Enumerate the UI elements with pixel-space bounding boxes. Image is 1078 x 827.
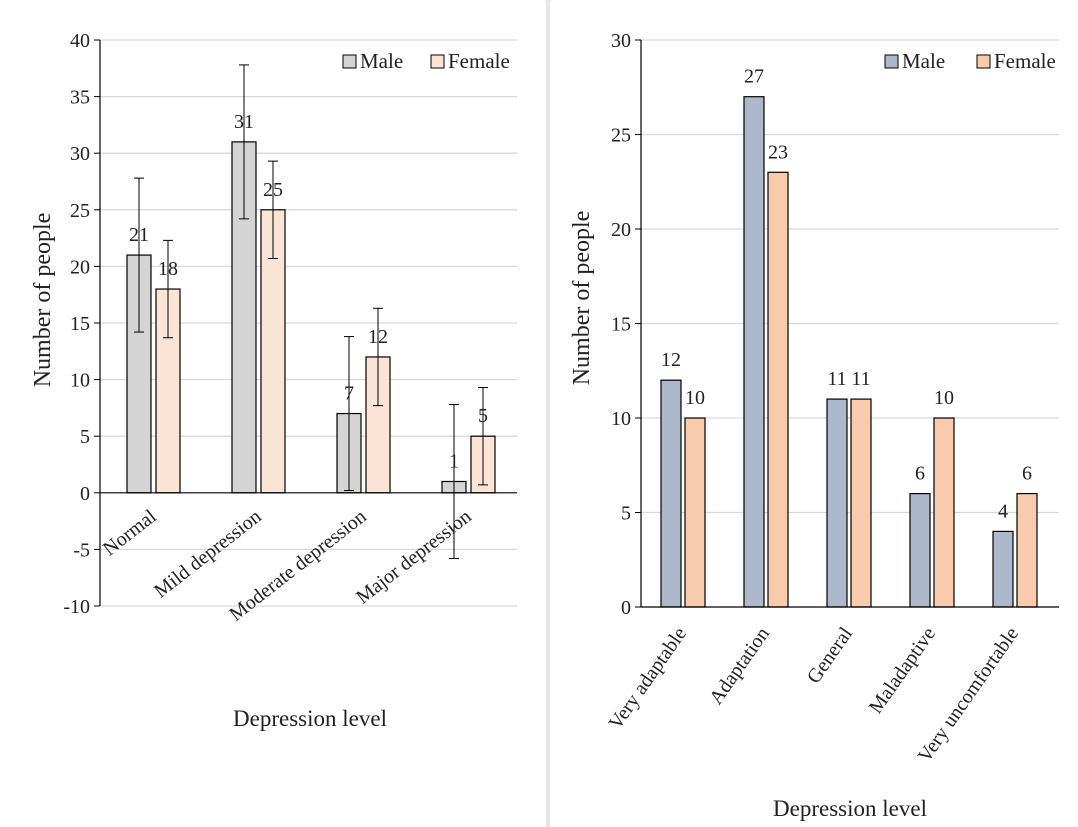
- y-tick-label: 20: [70, 256, 90, 278]
- legend-label-female: Female: [448, 49, 510, 73]
- bars: [661, 97, 1037, 607]
- legend-label-male: Male: [360, 49, 403, 73]
- x-tick-label-maladaptive: Maladaptive: [865, 623, 940, 718]
- x-tick-label-adaptation: Adaptation: [705, 623, 774, 708]
- data-label-female-normal: 18: [158, 258, 178, 280]
- bar-female-very-uncomfortable: [1017, 494, 1037, 607]
- y-tick-label: -10: [63, 596, 90, 618]
- chart-panel-left: -10 -5 0 5 10 15 20 25 30 35 40 Normal Mild depress…: [0, 0, 546, 827]
- data-label-male-mild-depression: 31: [234, 111, 254, 133]
- x-tick-label-normal: Normal: [99, 505, 161, 560]
- x-tick-label-very-adaptable: Very adaptable: [605, 623, 692, 734]
- x-axis-title: Depression level: [233, 706, 387, 731]
- data-label-male-maladaptive: 6: [915, 463, 925, 485]
- bar-female-very-adaptable: [685, 418, 705, 607]
- data-label-female-maladaptive: 10: [934, 387, 954, 409]
- y-tick-label: 10: [70, 370, 90, 392]
- data-label-male-major-depression: 1: [449, 450, 459, 472]
- bar-female-general: [851, 399, 871, 607]
- y-tick-label: 5: [621, 503, 631, 525]
- bar-male-maladaptive: [910, 494, 930, 607]
- y-tick-label: 10: [611, 408, 631, 430]
- legend-swatch-female: [431, 55, 444, 68]
- data-label-male-adaptation: 27: [744, 66, 764, 88]
- bar-female-maladaptive: [934, 418, 954, 607]
- y-axis-title: Number of people: [30, 213, 56, 388]
- x-axis-title: Depression level: [773, 796, 927, 821]
- bar-male-general: [827, 399, 847, 607]
- y-tick-label: 0: [621, 597, 631, 619]
- bar-male-very-adaptable: [661, 380, 681, 607]
- data-labels: 21 18 31 25 7 12 1 5: [129, 111, 488, 473]
- y-tick-labels: -10 -5 0 5 10 15 20 25 30 35 40: [63, 30, 90, 618]
- chart-panel-right: 0 5 10 15 20 25 30 Very adaptable Adaptation Gen…: [551, 0, 1078, 827]
- bar-female-adaptation: [768, 172, 788, 607]
- error-bars: [134, 65, 488, 559]
- legend-label-male: Male: [902, 49, 945, 73]
- data-label-male-very-uncomfortable: 4: [998, 500, 1008, 522]
- y-tick-label: 15: [611, 314, 631, 336]
- x-tick-label-general: General: [803, 623, 858, 688]
- data-label-male-moderate-depression: 7: [344, 383, 354, 405]
- y-tick-label: 25: [70, 200, 90, 222]
- legend-label-female: Female: [994, 49, 1056, 73]
- x-tick-labels: Very adaptable Adaptation General Maladapti…: [605, 623, 1024, 767]
- y-tick-label: 35: [70, 87, 90, 109]
- legend-swatch-male: [343, 55, 356, 68]
- legend: Male Female: [343, 49, 510, 73]
- y-tick-label: 40: [70, 30, 90, 52]
- data-label-female-very-uncomfortable: 6: [1022, 463, 1032, 485]
- y-tick-label: 20: [611, 219, 631, 241]
- bar-chart-adaptation-by-gender: 0 5 10 15 20 25 30 Very adaptable Adaptation Gen…: [551, 0, 1078, 827]
- panel-divider: [546, 0, 550, 827]
- y-tick-label: 25: [611, 125, 631, 147]
- bar-male-adaptation: [744, 97, 764, 607]
- y-axis-title: Number of people: [569, 211, 595, 386]
- x-tick-label-major-depression: Major depression: [352, 505, 475, 608]
- data-label-male-normal: 21: [129, 224, 149, 246]
- y-tick-label: -5: [73, 539, 90, 561]
- data-label-male-very-adaptable: 12: [661, 349, 681, 371]
- bars: [127, 142, 495, 493]
- data-label-female-mild-depression: 25: [263, 179, 283, 201]
- y-tick-label: 30: [70, 143, 90, 165]
- data-label-female-adaptation: 23: [768, 141, 788, 163]
- data-label-female-moderate-depression: 12: [368, 326, 388, 348]
- y-tick-labels: 0 5 10 15 20 25 30: [611, 30, 631, 619]
- y-tick-label: 5: [80, 426, 90, 448]
- y-tick-label: 30: [611, 30, 631, 52]
- bar-male-very-uncomfortable: [993, 531, 1013, 607]
- x-tick-label-mild-depression: Mild depression: [150, 505, 266, 602]
- data-label-female-general: 11: [851, 368, 870, 390]
- y-tick-label: 15: [70, 313, 90, 335]
- legend: Male Female: [885, 49, 1056, 73]
- y-tick-label: 0: [80, 483, 90, 505]
- legend-swatch-female: [977, 55, 990, 68]
- data-label-female-very-adaptable: 10: [685, 387, 705, 409]
- data-label-female-major-depression: 5: [478, 405, 488, 427]
- data-label-male-general: 11: [827, 368, 846, 390]
- legend-swatch-male: [885, 55, 898, 68]
